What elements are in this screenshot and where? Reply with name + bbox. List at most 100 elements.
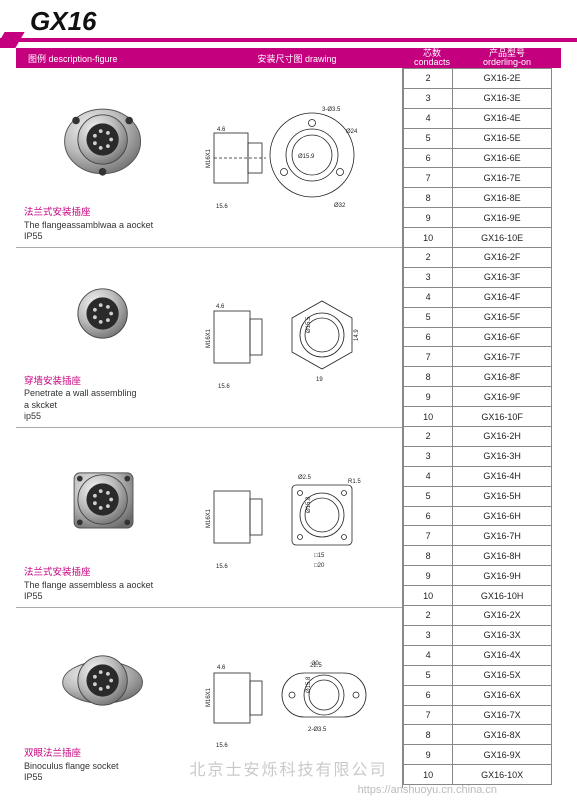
svg-text:22.5: 22.5 (310, 663, 322, 669)
caption-zh: 法兰式安装插座 (24, 207, 184, 219)
section-row: 法兰式安装插座 The flange assembless a aocket I… (16, 428, 402, 608)
table-row: 5 GX16-5F (404, 307, 552, 327)
table-row: 2 GX16-2X (404, 606, 552, 626)
svg-text:4.6: 4.6 (217, 127, 226, 133)
cell-condacts: 3 (404, 625, 453, 645)
table-row: 9 GX16-9E (404, 208, 552, 228)
cell-order: GX16-3X (453, 625, 552, 645)
connector-photo (57, 266, 152, 361)
cell-order: GX16-4E (453, 108, 552, 128)
cell-order: GX16-3F (453, 267, 552, 287)
svg-text:M16X1: M16X1 (206, 508, 212, 528)
table-row: 10 GX16-10E (404, 228, 552, 248)
cell-order: GX16-5H (453, 486, 552, 506)
svg-text:□15: □15 (314, 553, 325, 559)
product-photo (24, 76, 184, 203)
svg-text:Ø2.5: Ø2.5 (298, 475, 312, 481)
page-title: GX16 (30, 6, 547, 37)
table-row: 4 GX16-4E (404, 108, 552, 128)
cell-condacts: 7 (404, 347, 453, 367)
cell-order: GX16-10H (453, 586, 552, 606)
cell-order: GX16-10F (453, 407, 552, 427)
header-drawing: 安装尺寸图 drawing (192, 52, 402, 65)
caption-en1: The flange assembless a aocket (24, 580, 184, 592)
cell-condacts: 10 (404, 407, 453, 427)
cell-condacts: 6 (404, 685, 453, 705)
table-row: 3 GX16-3F (404, 267, 552, 287)
svg-text:M16X1: M16X1 (206, 687, 212, 707)
cell-condacts: 4 (404, 287, 453, 307)
cell-order: GX16-10X (453, 765, 552, 785)
cell-condacts: 7 (404, 526, 453, 546)
cell-condacts: 4 (404, 645, 453, 665)
cell-condacts: 2 (404, 248, 453, 268)
cell-condacts: 7 (404, 168, 453, 188)
cell-order: GX16-4F (453, 287, 552, 307)
table-row: 8 GX16-8E (404, 188, 552, 208)
caption: 法兰式安装插座 The flange assembless a aocket I… (24, 567, 184, 603)
svg-text:15.6: 15.6 (218, 384, 230, 390)
cell-condacts: 6 (404, 148, 453, 168)
table-row: 10 GX16-10X (404, 765, 552, 785)
drawing-box: 15.64.6M16X1 3-Ø3.5Ø24Ø15.9Ø32 (192, 68, 402, 247)
connector-photo (57, 633, 152, 728)
table-row: 6 GX16-6E (404, 148, 552, 168)
svg-text:4.6: 4.6 (216, 304, 225, 310)
table-row: 6 GX16-6F (404, 327, 552, 347)
svg-text:Ø24: Ø24 (346, 129, 358, 135)
table-row: 5 GX16-5H (404, 486, 552, 506)
cell-condacts: 3 (404, 267, 453, 287)
cell-condacts: 2 (404, 69, 453, 89)
table-row: 2 GX16-2H (404, 427, 552, 447)
cell-order: GX16-5F (453, 307, 552, 327)
caption-en2: IP55 (24, 772, 184, 784)
table-row: 4 GX16-4H (404, 466, 552, 486)
product-photo (24, 436, 184, 563)
table-row: 2 GX16-2E (404, 69, 552, 89)
table-row: 9 GX16-9H (404, 566, 552, 586)
cell-order: GX16-6E (453, 148, 552, 168)
title-bar: GX16 (0, 0, 577, 48)
cell-order: GX16-10E (453, 228, 552, 248)
title-stripe (0, 38, 577, 42)
cell-condacts: 6 (404, 327, 453, 347)
header-figure: 图例 description-figure (16, 52, 192, 65)
cell-order: GX16-7F (453, 347, 552, 367)
table-row: 2 GX16-2F (404, 248, 552, 268)
svg-text:15.6: 15.6 (216, 743, 228, 749)
table-row: 5 GX16-5E (404, 128, 552, 148)
photo-box: 法兰式安装插座 The flangeassamblwaa a aocket IP… (16, 68, 192, 247)
photo-box: 双眼法兰插座 Binoculus flange socket IP55 (16, 608, 192, 788)
table-row: 9 GX16-9F (404, 387, 552, 407)
table-row: 10 GX16-10H (404, 586, 552, 606)
svg-text:M16X1: M16X1 (206, 148, 212, 168)
svg-text:R1.5: R1.5 (348, 479, 361, 485)
svg-text:15.6: 15.6 (216, 564, 228, 570)
cell-order: GX16-2E (453, 69, 552, 89)
cell-order: GX16-4H (453, 466, 552, 486)
caption-zh: 法兰式安装插座 (24, 567, 184, 579)
cell-order: GX16-6X (453, 685, 552, 705)
table-row: 8 GX16-8X (404, 725, 552, 745)
cell-order: GX16-7E (453, 168, 552, 188)
svg-text:19: 19 (316, 377, 323, 383)
table-row: 6 GX16-6H (404, 506, 552, 526)
cell-condacts: 7 (404, 705, 453, 725)
caption: 法兰式安装插座 The flangeassamblwaa a aocket IP… (24, 207, 184, 243)
caption-en1: Binoculus flange socket (24, 761, 184, 773)
table-row: 8 GX16-8H (404, 546, 552, 566)
cell-order: GX16-9H (453, 566, 552, 586)
caption-zh: 双眼法兰插座 (24, 748, 184, 760)
connector-photo (57, 452, 152, 547)
caption-zh: 穿墙安装插座 (24, 376, 184, 388)
table-row: 6 GX16-6X (404, 685, 552, 705)
main-grid: 法兰式安装插座 The flangeassamblwaa a aocket IP… (16, 68, 561, 788)
table-row: 3 GX16-3H (404, 446, 552, 466)
photo-box: 穿墙安装插座 Penetrate a wall assembling a skc… (16, 248, 192, 427)
drawing-box: 15.64.6M16X1 Ø15.514.919 (192, 248, 402, 427)
cell-order: GX16-9F (453, 387, 552, 407)
cell-condacts: 8 (404, 367, 453, 387)
cell-condacts: 5 (404, 486, 453, 506)
cell-order: GX16-5E (453, 128, 552, 148)
cell-condacts: 9 (404, 387, 453, 407)
